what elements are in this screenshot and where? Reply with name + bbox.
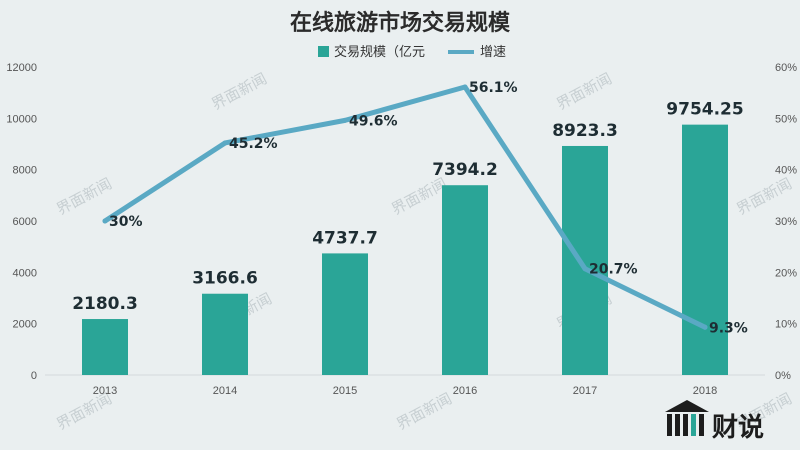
legend: 交易规模（亿元 增速 [318, 44, 506, 60]
bar-value-label: 7394.2 [432, 160, 498, 180]
x-axis: 2013 2014 2015 2016 2017 2018 [93, 385, 717, 397]
x-tick-label: 2018 [693, 385, 717, 397]
y-tick-label: 0 [31, 370, 37, 382]
y-tick-label: 12000 [6, 62, 37, 74]
line-point [342, 117, 348, 123]
line-point [222, 140, 228, 146]
brand-name: 财说 [712, 413, 764, 443]
line-point [462, 84, 468, 90]
percent-label: 9.3% [709, 320, 748, 336]
bar-value-label: 9754.25 [666, 100, 743, 120]
percent-label: 30% [109, 214, 143, 230]
watermark-text: 界面新闻 [208, 69, 269, 113]
building-icon [665, 400, 709, 436]
y2-tick-label: 50% [775, 113, 797, 125]
y2-tick-label: 60% [775, 62, 797, 74]
y-tick-label: 4000 [13, 267, 37, 279]
percent-labels: 30% 45.2% 49.6% 56.1% 20.7% 9.3% [109, 80, 748, 336]
y-tick-label: 6000 [13, 216, 37, 228]
percent-label: 45.2% [229, 136, 278, 152]
y2-tick-label: 0% [775, 370, 791, 382]
y2-tick-label: 30% [775, 216, 797, 228]
line-point [582, 266, 588, 272]
percent-label: 20.7% [589, 262, 638, 278]
watermark-text: 界面新闻 [388, 174, 449, 218]
legend-bar-swatch [318, 46, 329, 57]
line-series [102, 84, 708, 330]
left-axis: 0 2000 4000 6000 8000 10000 12000 [6, 62, 37, 382]
x-tick-label: 2014 [213, 385, 237, 397]
percent-label: 49.6% [349, 113, 398, 129]
bar-value-label: 2180.3 [72, 294, 138, 314]
y2-tick-label: 20% [775, 267, 797, 279]
growth-line [102, 84, 708, 330]
bar [682, 124, 728, 375]
y2-tick-label: 10% [775, 319, 797, 331]
y2-tick-label: 40% [775, 165, 797, 177]
bar-labels: 2180.3 3166.6 4737.7 7394.2 8923.3 9754.25 [72, 100, 744, 314]
line-point [102, 218, 108, 224]
watermark-text: 界面新闻 [553, 69, 614, 113]
bar-value-label: 8923.3 [552, 121, 618, 141]
legend-bar-label: 交易规模（亿元 [334, 44, 425, 60]
y-tick-label: 2000 [13, 319, 37, 331]
x-tick-label: 2013 [93, 385, 117, 397]
watermark-text: 界面新闻 [393, 389, 454, 433]
bar-value-label: 3166.6 [192, 269, 258, 289]
brand-logo: 财说 [665, 400, 764, 443]
watermark-text: 界面新闻 [733, 174, 794, 218]
bar [82, 319, 128, 375]
x-tick-label: 2016 [453, 385, 477, 397]
x-tick-label: 2015 [333, 385, 357, 397]
line-point [702, 324, 708, 330]
bar-value-label: 4737.7 [312, 228, 378, 248]
x-tick-label: 2017 [573, 385, 597, 397]
percent-label: 56.1% [469, 80, 518, 96]
legend-line-label: 增速 [480, 45, 506, 60]
chart-title: 在线旅游市场交易规模 [290, 10, 511, 36]
bar [322, 253, 368, 375]
bar [562, 145, 608, 375]
bar-series [82, 124, 728, 375]
y-tick-label: 10000 [6, 113, 37, 125]
bar [442, 185, 488, 375]
watermark-text: 界面新闻 [53, 174, 114, 218]
y-tick-label: 8000 [13, 165, 37, 177]
bar [202, 293, 248, 375]
right-axis: 0% 10% 20% 30% 40% 50% 60% [775, 62, 797, 382]
